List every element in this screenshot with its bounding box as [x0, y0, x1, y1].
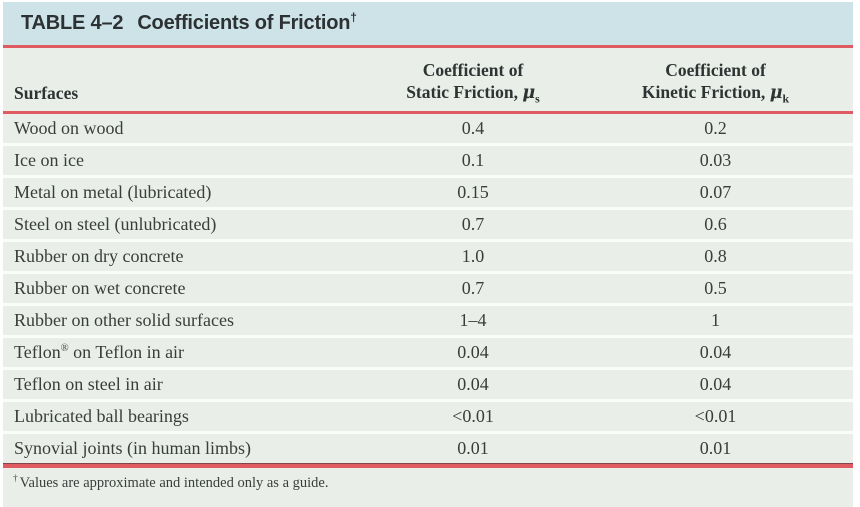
mu-symbol: μ: [522, 82, 536, 103]
kinetic-value: 0.2: [704, 118, 727, 138]
static-value: 0.1: [461, 150, 485, 170]
table-row: Wood on wood 0.4 0.2: [3, 114, 853, 143]
surface-cell: Rubber on other solid surfaces: [14, 310, 234, 330]
static-value: 0.4: [461, 118, 485, 138]
surface-cell: Ice on ice: [14, 150, 84, 170]
static-value: 0.04: [457, 342, 489, 362]
surface-cell: Rubber on dry concrete: [14, 246, 184, 266]
static-value: 1.0: [461, 246, 485, 266]
static-value: 1–4: [459, 310, 487, 330]
registered-trademark-superscript: ®: [60, 343, 69, 354]
static-value: 0.7: [461, 214, 485, 234]
kinetic-value: 0.04: [699, 342, 732, 362]
friction-table: TABLE 4–2 Coefficients of Friction† Surf…: [3, 2, 853, 507]
top-red-rule: [3, 45, 853, 48]
kinetic-value: 0.6: [704, 214, 727, 234]
table-title: Coefficients of Friction†: [137, 10, 357, 34]
table-title-band: TABLE 4–2 Coefficients of Friction†: [3, 2, 853, 45]
column-header-surfaces: Surfaces: [14, 82, 79, 103]
static-value: 0.04: [457, 374, 489, 394]
static-value: 0.7: [461, 278, 485, 298]
surface-cell: Rubber on wet concrete: [14, 278, 186, 298]
table-row: Rubber on dry concrete 1.0 0.8: [3, 242, 853, 271]
kinetic-value: 0.8: [704, 246, 727, 266]
kinetic-value: 0.04: [699, 374, 732, 394]
table-footnote: † Values are approximate and intended onl…: [3, 468, 853, 507]
surface-cell: Lubricated ball bearings: [14, 406, 189, 426]
surface-cell: Teflon® on Teflon in air: [14, 342, 185, 362]
table-number: TABLE 4–2: [21, 12, 124, 34]
header-red-rule: [3, 111, 853, 114]
kinetic-value: <0.01: [694, 406, 737, 426]
surface-cell: Teflon on steel in air: [14, 374, 163, 394]
dagger-superscript: †: [350, 10, 357, 25]
table-row: Steel on steel (unlubricated) 0.7 0.6: [3, 210, 853, 239]
dagger-superscript: †: [13, 474, 18, 485]
kinetic-value: 0.5: [704, 278, 727, 298]
static-value: 0.15: [457, 182, 489, 202]
column-header-static: Coefficient of Static Friction, μs: [406, 60, 540, 106]
mu-symbol: μ: [769, 82, 783, 103]
table-row: Lubricated ball bearings <0.01 <0.01: [3, 402, 853, 431]
surface-cell: Wood on wood: [14, 118, 124, 138]
surface-cell: Synovial joints (in human limbs): [14, 438, 251, 458]
surface-cell: Metal on metal (lubricated): [14, 182, 212, 202]
table-row: Synovial joints (in human limbs) 0.01 0.…: [3, 434, 853, 463]
table-row: Rubber on other solid surfaces 1–4 1: [3, 306, 853, 335]
table-body: Wood on wood 0.4 0.2 Ice on ice 0.1 0.03…: [3, 114, 853, 463]
table-row: Rubber on wet concrete 0.7 0.5: [3, 274, 853, 303]
table-header-row: Surfaces Coefficient of Static Friction,…: [3, 48, 853, 111]
surface-cell: Steel on steel (unlubricated): [14, 214, 217, 234]
table-row: Teflon on steel in air 0.04 0.04: [3, 370, 853, 399]
column-header-kinetic: Coefficient of Kinetic Friction, μk: [641, 60, 790, 106]
bottom-red-rule: [3, 463, 853, 468]
static-value: <0.01: [452, 406, 494, 426]
static-value: 0.01: [457, 438, 489, 458]
kinetic-value: 1: [711, 310, 720, 330]
table-row: Ice on ice 0.1 0.03: [3, 146, 853, 175]
table-row: Metal on metal (lubricated) 0.15 0.07: [3, 178, 853, 207]
kinetic-value: 0.03: [699, 150, 732, 170]
kinetic-value: 0.07: [699, 182, 732, 202]
table-row: Teflon® on Teflon in air 0.04 0.04: [3, 338, 853, 367]
kinetic-value: 0.01: [699, 438, 732, 458]
